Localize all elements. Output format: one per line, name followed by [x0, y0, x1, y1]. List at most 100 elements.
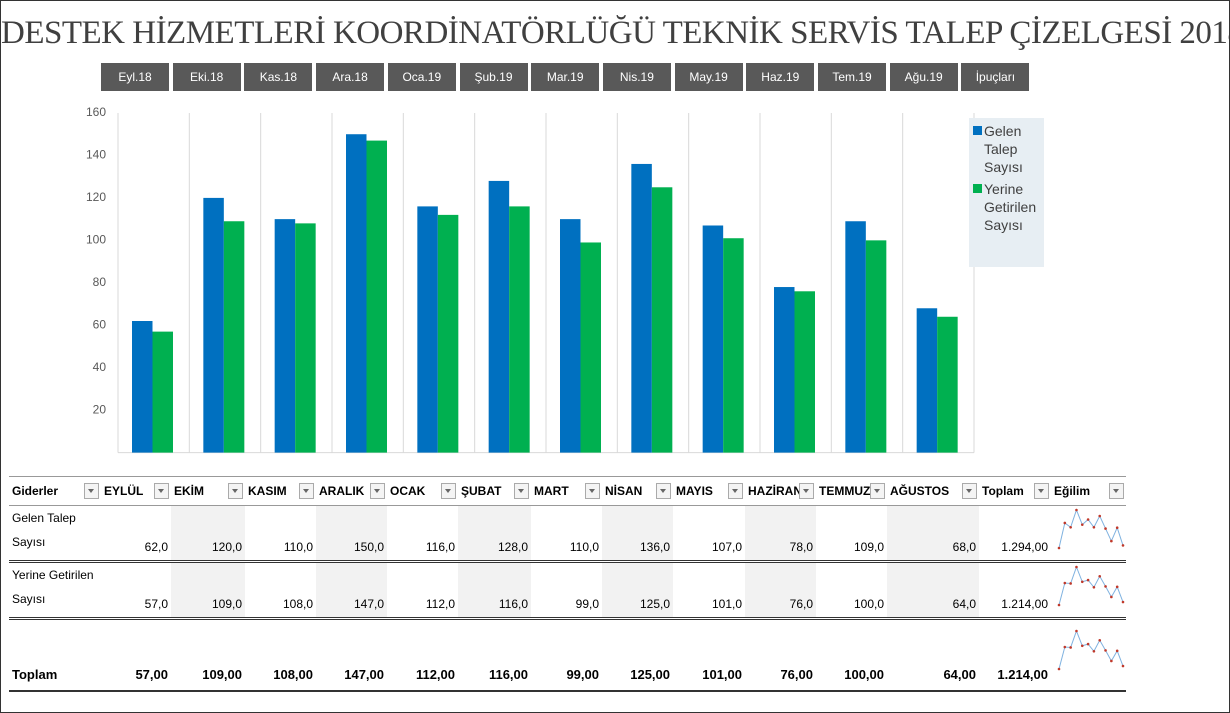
- month-tab[interactable]: Mar.19: [531, 63, 600, 91]
- bar: [203, 197, 224, 453]
- sparkline-point: [1121, 600, 1125, 603]
- table-cell: 68,0: [887, 505, 979, 563]
- header-cell: MART: [531, 476, 602, 506]
- filter-button[interactable]: [370, 483, 385, 499]
- header-cell: Eğilim: [1051, 476, 1126, 506]
- sparkline-cell: [1051, 505, 1126, 563]
- y-tick-label: 20: [93, 402, 107, 416]
- sparkline-point: [1098, 514, 1102, 517]
- month-tab[interactable]: İpuçları: [961, 63, 1030, 91]
- data-table: Giderler EYLÜL EKİM KASIM ARALIK OCAK ŞUBAT MAR…: [9, 476, 1126, 692]
- filter-button[interactable]: [441, 483, 456, 499]
- filter-button[interactable]: [870, 483, 885, 499]
- bar: [916, 308, 938, 453]
- month-tab[interactable]: Eki.18: [172, 63, 241, 91]
- sparkline-point: [1069, 581, 1072, 585]
- sparkline-point: [1115, 649, 1119, 652]
- filter-button[interactable]: [585, 483, 600, 499]
- table-cell: 76,00: [745, 618, 816, 692]
- table-row: Gelen Talep Sayısı 62,0 120,0 110,0 150,0 116…: [9, 505, 1126, 563]
- bar: [366, 140, 387, 453]
- filter-button[interactable]: [799, 483, 814, 499]
- table-cell: 136,0: [602, 505, 673, 563]
- table-cell: 76,0: [745, 561, 816, 620]
- header-cell: Giderler: [9, 476, 101, 506]
- bar: [295, 223, 316, 453]
- table-cell: 99,0: [531, 561, 602, 620]
- month-tab[interactable]: Kas.18: [244, 63, 313, 91]
- table-row: Yerine Getirilen Sayısı 57,0 109,0 108,0 147…: [9, 561, 1126, 620]
- bar: [437, 214, 459, 453]
- filter-button[interactable]: [1109, 483, 1124, 499]
- table-cell: 147,0: [316, 561, 387, 620]
- table-cell: 107,0: [673, 505, 745, 563]
- table-cell: 100,00: [816, 618, 887, 692]
- table-cell: Toplam: [9, 618, 101, 692]
- month-tab[interactable]: Ağu.19: [889, 63, 958, 91]
- table-cell: 1.214,00: [979, 561, 1051, 620]
- header-text: Toplam: [982, 484, 1024, 498]
- chart: 20 40 60 80 100 120 140 160: [86, 105, 975, 454]
- filter-button[interactable]: [514, 483, 529, 499]
- filter-button[interactable]: [962, 483, 977, 499]
- filter-button[interactable]: [656, 483, 671, 499]
- header-cell: ŞUBAT: [458, 476, 531, 506]
- month-tab[interactable]: Ara.18: [316, 63, 385, 91]
- sparkline-point: [1080, 643, 1084, 647]
- filter-button[interactable]: [84, 483, 99, 499]
- sparkline-point: [1115, 585, 1119, 588]
- y-tick-label: 60: [93, 317, 107, 331]
- sparkline-point: [1086, 517, 1090, 521]
- month-tab[interactable]: Oca.19: [387, 63, 456, 91]
- sparkline-point: [1092, 525, 1096, 529]
- month-tab[interactable]: Haz.19: [746, 63, 815, 91]
- table-cell: 62,0: [101, 505, 171, 563]
- table-cell: 125,0: [602, 561, 673, 620]
- table-cell: 64,0: [887, 561, 979, 620]
- filter-button[interactable]: [1034, 483, 1049, 499]
- table-cell: 125,00: [602, 618, 673, 692]
- month-tab[interactable]: Eyl.18: [101, 63, 169, 91]
- filter-button[interactable]: [154, 483, 169, 499]
- filter-button[interactable]: [728, 483, 743, 499]
- filter-button[interactable]: [228, 483, 243, 499]
- table-cell: 112,00: [387, 618, 458, 692]
- filter-button[interactable]: [299, 483, 314, 499]
- sparkline-point: [1110, 595, 1113, 598]
- sparkline-point: [1080, 579, 1084, 583]
- bar: [845, 221, 866, 453]
- header-text: Eğilim: [1054, 484, 1091, 498]
- sparkline-point: [1063, 645, 1067, 648]
- sparkline-point: [1110, 539, 1113, 542]
- table-cell: 116,0: [387, 505, 458, 563]
- y-tick-label: 100: [86, 233, 106, 247]
- month-tab[interactable]: May.19: [674, 63, 743, 91]
- sparkline-point: [1069, 525, 1072, 529]
- table-cell: Gelen Talep Sayısı: [9, 505, 101, 563]
- sparkline-point: [1098, 638, 1102, 642]
- month-tab[interactable]: Şub.19: [459, 63, 528, 91]
- table-cell: 116,0: [458, 561, 531, 620]
- header-cell: ARALIK: [316, 476, 387, 506]
- sparkline-cell: [1051, 618, 1126, 692]
- header-cell: HAZİRAN: [745, 476, 816, 506]
- legend-swatch: [973, 126, 982, 135]
- header-text: NİSAN: [605, 484, 643, 498]
- table-cell: 128,0: [458, 505, 531, 563]
- header-cell: EKİM: [171, 476, 245, 506]
- sparkline-point: [1075, 508, 1078, 511]
- table-cell: 108,00: [245, 618, 316, 692]
- header-cell: TEMMUZ: [816, 476, 887, 506]
- sparkline-point: [1057, 667, 1061, 670]
- table-cell: 78,0: [745, 505, 816, 563]
- table-cell: 150,0: [316, 505, 387, 563]
- table-cell: 110,0: [531, 505, 602, 563]
- bar: [488, 180, 510, 453]
- sparkline-point: [1092, 649, 1096, 653]
- page-title: DESTEK HİZMETLERİ KOORDİNATÖRLÜĞÜ TEKNİK…: [1, 15, 1230, 51]
- header-text: ARALIK: [319, 484, 365, 498]
- legend-item: Yerine Getirilen Sayısı: [969, 176, 1044, 234]
- month-tab[interactable]: Nis.19: [602, 63, 671, 91]
- month-tab[interactable]: Tem.19: [818, 63, 886, 91]
